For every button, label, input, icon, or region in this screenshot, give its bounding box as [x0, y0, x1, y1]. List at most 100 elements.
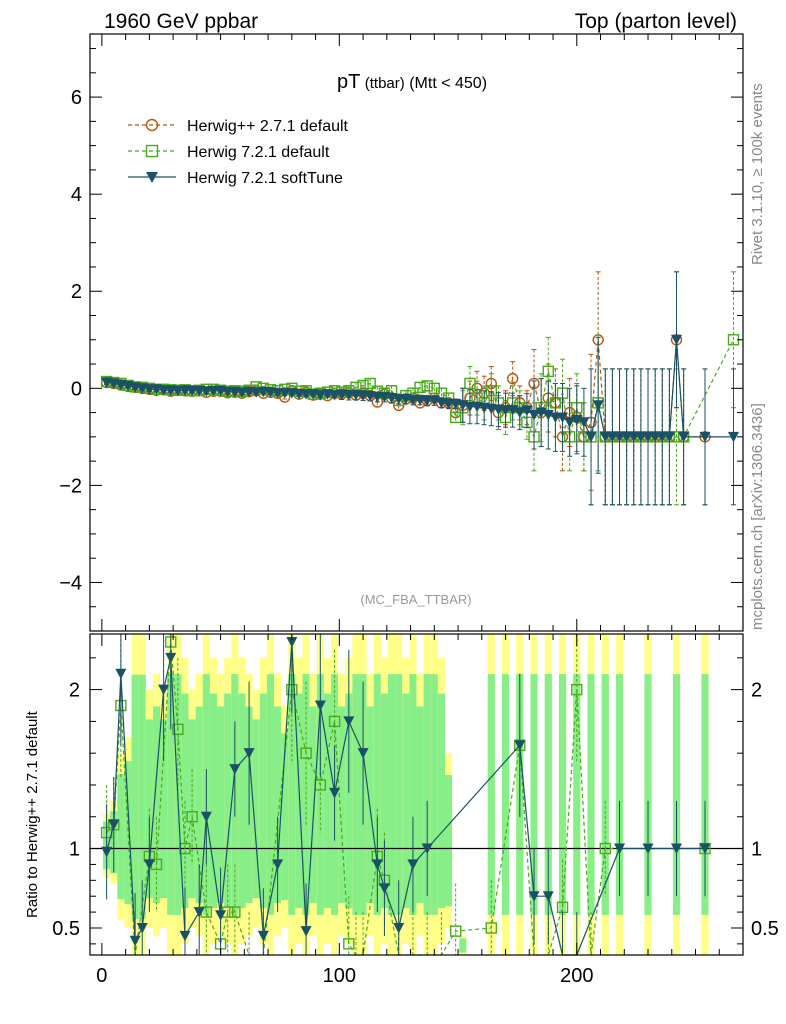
uncertainty-band-inner: [131, 674, 139, 920]
ratio-point: [699, 843, 711, 855]
data-point: [343, 390, 355, 401]
uncertainty-band-inner: [252, 719, 260, 899]
data-point: [449, 411, 462, 424]
data-point: [143, 384, 155, 395]
ratio-point: [614, 843, 626, 855]
header-left: 1960 GeV ppbar: [104, 10, 258, 33]
ratio-point: [186, 811, 198, 823]
uncertainty-band-inner: [138, 674, 146, 920]
ratio-point: [129, 935, 141, 947]
uncertainty-band-inner: [601, 674, 609, 915]
data-point: [414, 381, 426, 394]
ratio-point: [485, 922, 497, 934]
ratio-point: [286, 636, 298, 648]
uncertainty-band-inner: [274, 706, 282, 904]
data-point: [407, 394, 419, 406]
data-point: [578, 417, 590, 428]
x-tick-label: 100: [323, 965, 356, 987]
ratio-point: [599, 842, 611, 855]
y-tick-label: −2: [59, 475, 82, 497]
ratio-point: [101, 846, 113, 858]
ratio-point: [314, 700, 326, 712]
uncertainty-band-inner: [388, 674, 396, 915]
data-point: [314, 390, 326, 401]
ratio-point: [193, 907, 205, 918]
ratio-point: [328, 715, 341, 728]
ratio-point: [243, 748, 255, 759]
y-tick-label: 4: [71, 184, 82, 206]
uncertainty-band-inner: [395, 674, 403, 915]
uncertainty-band-inner: [338, 706, 346, 904]
ratio-y-tick-label: 1: [751, 839, 762, 861]
ratio-line: [106, 641, 706, 956]
uncertainty-band-inner: [459, 938, 467, 953]
uncertainty-band-inner: [444, 775, 453, 907]
data-point: [186, 385, 198, 397]
main-plot-ticks: −4 −2 0 2 4 6: [59, 34, 744, 632]
ratio-point: [357, 748, 369, 759]
data-point: [592, 400, 604, 411]
uncertainty-band-inner: [217, 706, 225, 904]
ratio-line: [106, 641, 706, 956]
ratio-panel: 0.5 0.5 1 1 2 2 0 100 200 Ratio to Herwig++ 2.7.…: [24, 633, 779, 987]
uncertainty-band-inner: [195, 706, 203, 904]
data-point: [606, 431, 618, 443]
main-plot-panel: −4 −2 0 2 4 6 pT (ttbar) (Mtt < 450) Herwig++…: [59, 33, 744, 632]
main-plot-content: [100, 271, 740, 506]
ratio-point: [115, 668, 127, 680]
data-point: [421, 395, 433, 407]
data-point: [300, 389, 312, 400]
ratio-point: [200, 811, 212, 823]
data-point: [329, 390, 341, 401]
legend-item-herwigpp: Herwig++ 2.7.1 default: [128, 118, 349, 135]
uncertainty-band-inner: [587, 674, 595, 915]
data-point: [564, 417, 576, 428]
ratio-point: [257, 930, 269, 942]
data-point: [207, 385, 219, 397]
ratio-point: [542, 891, 554, 902]
data-point: [236, 387, 248, 398]
uncertainty-band-inner: [487, 674, 495, 915]
uncertainty-band-inner: [352, 674, 360, 915]
x-tick-label: 0: [96, 965, 107, 987]
ratio-point: [393, 922, 405, 934]
data-point: [656, 431, 668, 443]
series-softtune: [101, 271, 740, 506]
uncertainty-band-inner: [530, 674, 538, 915]
ratio-point: [329, 787, 341, 799]
uncertainty-band-inner: [209, 693, 218, 909]
data-point: [671, 334, 683, 346]
data-point: [371, 392, 383, 403]
uncertainty-band-inner: [423, 674, 431, 915]
legend-square-marker: [145, 144, 159, 158]
data-point: [464, 377, 476, 390]
data-point: [158, 385, 170, 396]
data-point: [728, 431, 740, 443]
ratio-point: [407, 859, 419, 870]
data-point: [628, 431, 640, 443]
ratio-point: [642, 843, 654, 855]
legend-label-herwigpp: Herwig++ 2.7.1 default: [187, 118, 349, 135]
data-point: [172, 385, 184, 397]
ratio-point: [215, 910, 227, 921]
ratio-y-tick-label: 1: [69, 839, 80, 861]
data-point: [272, 388, 284, 399]
ratio-point: [136, 922, 148, 934]
y-tick-label: −4: [59, 572, 82, 594]
legend-label-softtune: Herwig 7.2.1 softTune: [187, 170, 343, 187]
uncertainty-band-inner: [238, 693, 246, 909]
ratio-point: [229, 764, 241, 775]
y-tick-label: 2: [71, 281, 82, 303]
data-point: [542, 365, 554, 378]
plot-title-sub: (ttbar): [365, 75, 405, 92]
x-tick-label: 200: [560, 965, 593, 987]
rivet-label: Rivet 3.1.10, ≥ 100k events: [749, 83, 766, 265]
ratio-point: [229, 906, 241, 918]
ratio-point: [172, 723, 184, 736]
data-point: [521, 405, 533, 417]
uncertainty-band-inner: [309, 706, 317, 904]
data-point: [699, 431, 711, 443]
uncertainty-band-inner: [224, 693, 232, 909]
uncertainty-band-inner: [544, 674, 552, 915]
